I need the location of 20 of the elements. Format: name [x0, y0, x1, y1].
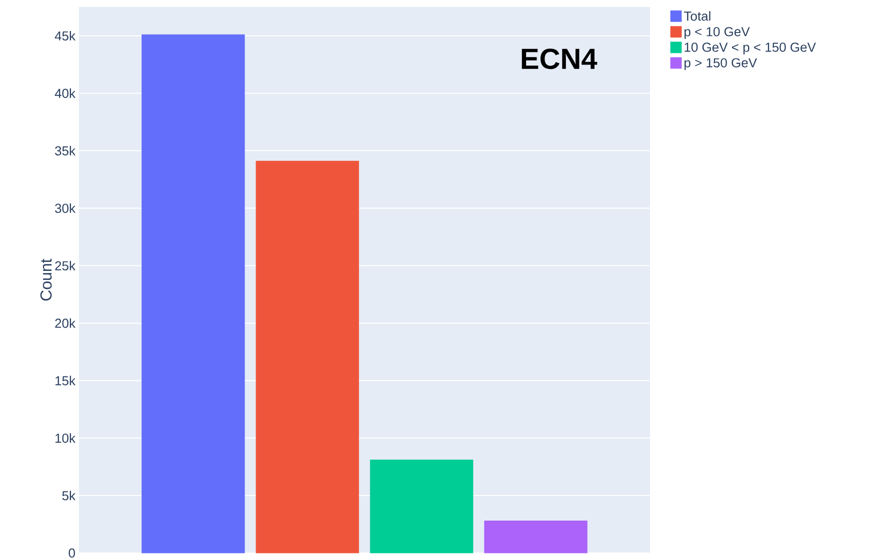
legend-label: p < 10 GeV: [684, 27, 750, 39]
y-tick-label: 0: [68, 548, 75, 558]
legend-label: p > 150 GeV: [684, 58, 757, 70]
legend-label: Total: [684, 11, 710, 21]
y-tick-label: 20k: [55, 318, 76, 328]
y-tick-label: 35k: [55, 146, 76, 156]
y-axis-title: Count: [40, 258, 52, 301]
y-tick-label: 15k: [56, 376, 76, 386]
y-tick-label: 25k: [55, 260, 76, 270]
y-tick-label: 45k: [54, 30, 76, 41]
legend-label: 10 GeV < p < 150 GeV: [684, 42, 816, 54]
bar: [484, 520, 588, 554]
bar: [370, 460, 474, 554]
y-tick-label: 40k: [54, 88, 76, 98]
y-tick-label: 5k: [62, 490, 76, 500]
annotation: ECN4: [522, 48, 598, 70]
y-tick-label: 10k: [56, 433, 76, 443]
bar: [256, 160, 359, 554]
bar: [142, 34, 245, 554]
y-tick-label: 30k: [55, 203, 76, 213]
